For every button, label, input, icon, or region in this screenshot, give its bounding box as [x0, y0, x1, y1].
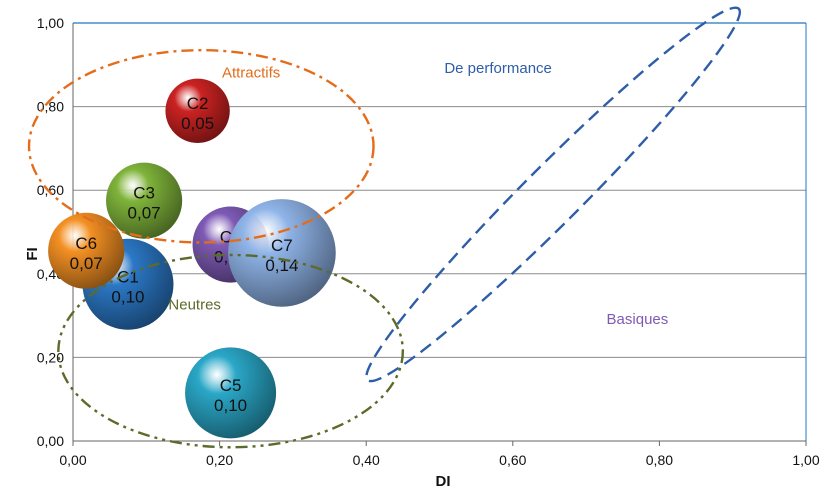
bubble-c3: C30,07: [106, 162, 183, 239]
group-neutres: Neutres: [57, 253, 405, 449]
x-tick-label: 0,60: [499, 452, 526, 468]
group-label: Basiques: [607, 311, 669, 328]
group-label: Attractifs: [222, 64, 280, 81]
bubble-circle: [165, 78, 230, 143]
y-axis-title: FI: [24, 247, 41, 260]
group-label: Neutres: [168, 296, 221, 313]
group-outline: [365, 6, 742, 383]
group-de-performance: De performance: [365, 6, 742, 383]
bubble-value-label: 0,07: [70, 254, 103, 273]
bubble-label: C7: [271, 236, 293, 255]
x-tick-label: 0,00: [59, 452, 86, 468]
x-tick-label: 0,80: [646, 452, 673, 468]
bubble-label: C2: [187, 94, 209, 113]
bubble-value-label: 0,05: [181, 114, 214, 133]
bubble-label: C6: [75, 234, 97, 253]
x-tick-label: 0,20: [206, 452, 233, 468]
group-attractifs: Attractifs: [27, 48, 375, 244]
group-outlines: Attractifs Neutres De performance Basiques: [27, 6, 742, 449]
y-tick-label: 1,00: [37, 15, 64, 31]
bubble-circle: [228, 199, 336, 307]
y-tick-label: 0,20: [37, 349, 64, 365]
x-axis-title: DI: [436, 473, 451, 490]
y-tick-label: 0,00: [37, 433, 64, 449]
bubble-circle: [185, 347, 277, 439]
bubble-label: C3: [133, 184, 155, 203]
bubble-label: C5: [220, 376, 242, 395]
bubble-c6: C60,07: [48, 212, 125, 289]
y-tick-label: 0,60: [37, 182, 64, 198]
group-basiques: Basiques: [607, 311, 669, 328]
bubbles: C50,10C10,10C60,07C30,07C40,07C20,05C70,…: [48, 78, 336, 439]
x-tick-label: 0,40: [353, 452, 380, 468]
bubble-c5: C50,10: [185, 347, 277, 439]
bubble-circle: [106, 162, 183, 239]
group-label: De performance: [444, 60, 552, 77]
bubble-c2: C20,05: [165, 78, 230, 143]
bubble-c7: C70,14: [228, 199, 336, 307]
group-outline: [57, 253, 405, 449]
bubble-circle: [48, 212, 125, 289]
bubble-value-label: 0,10: [111, 287, 144, 306]
bubble-value-label: 0,10: [214, 396, 247, 415]
axes: 0,000,200,400,600,801,000,00 0,20 0,40 0,60…: [37, 15, 820, 468]
group-outline: [27, 48, 375, 244]
y-tick-label: 0,80: [37, 99, 64, 115]
x-tick-label: 1,00: [792, 452, 819, 468]
bubble-value-label: 0,07: [128, 204, 161, 223]
